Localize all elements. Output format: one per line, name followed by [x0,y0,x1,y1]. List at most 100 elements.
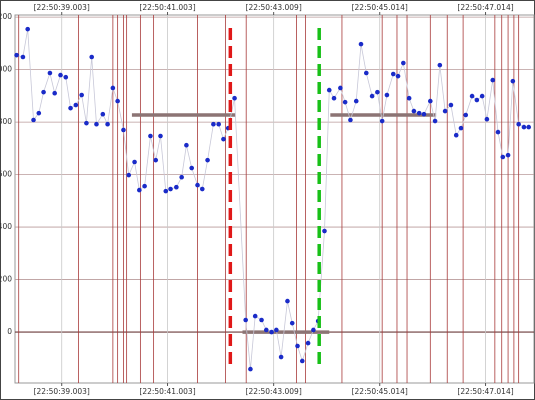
data-point [338,85,343,91]
data-point [490,77,496,83]
data-point [259,317,264,323]
data-point [174,184,179,190]
data-point [469,93,475,99]
data-point [189,165,195,171]
data-point [432,118,438,124]
data-point [322,228,327,234]
data-point [68,105,73,111]
data-point [516,121,521,127]
data-point [442,108,448,114]
data-point [278,354,284,360]
x-tick-label: [22:50:41.003] [139,387,195,396]
data-point [211,121,216,127]
data-point [342,99,348,105]
data-point [163,188,169,194]
y-tick-label: 600 [0,170,12,179]
data-point [437,62,443,68]
x-tick-label: [22:50:43.009] [246,387,302,396]
data-point [526,124,532,130]
data-point [458,125,464,131]
data-point [199,186,205,192]
data-point [305,340,311,346]
data-point [232,95,237,101]
data-point [495,129,501,135]
data-point [105,121,110,127]
data-point [285,298,290,304]
data-point [248,366,253,372]
data-point [79,92,84,98]
x-tick-label: [22:50:45.014] [352,387,408,396]
data-point [243,317,248,323]
data-point [63,74,69,80]
data-point [84,120,89,126]
data-point [326,87,332,93]
data-point [252,313,258,319]
y-tick-label: 1000 [0,65,12,74]
y-tick-label: 0 [7,327,12,336]
data-point [168,186,173,192]
data-point [474,97,480,103]
data-point [274,327,279,333]
data-point [132,159,137,165]
x-tick-label: [22:50:47.014] [457,387,513,396]
plot-area [14,14,535,384]
data-point [484,116,490,122]
data-point [263,327,269,333]
data-point [505,152,511,158]
data-point [126,172,132,178]
data-point [358,41,364,47]
data-point [52,90,57,96]
y-tick-label: 1200 [0,12,12,21]
data-point [14,52,19,58]
data-point [421,111,427,117]
data-point [110,85,116,91]
data-point [395,73,401,79]
data-point [401,60,406,66]
data-point [416,110,422,116]
data-point [41,89,46,95]
data-point [463,112,469,118]
data-point [269,329,274,335]
data-point [369,93,375,99]
data-point [47,70,53,76]
data-point [158,133,163,139]
data-point [153,157,159,163]
data-point [121,127,126,133]
x-tick-label: [22:50:39.003] [34,3,90,12]
data-point [428,98,433,104]
data-point [311,327,316,333]
data-point [331,95,337,101]
data-point [363,70,369,76]
data-point [184,142,189,148]
data-point [448,102,454,108]
data-point [379,118,385,124]
data-point [137,187,142,193]
data-point [375,89,380,95]
data-point [100,111,106,117]
x-tick-label: [22:50:47.014] [457,3,513,12]
data-point [205,157,210,163]
data-point [406,95,412,101]
data-point [221,136,226,142]
y-tick-label: 800 [0,117,12,126]
y-tick-label: 400 [0,222,12,231]
data-point [31,117,36,123]
data-point [58,72,63,78]
data-point [25,26,30,32]
data-point [115,98,120,104]
data-point [411,108,417,114]
data-point [348,117,353,123]
data-point [20,54,26,60]
data-point [179,174,184,180]
x-tick-label: [22:50:43.009] [246,3,302,12]
x-tick-label: [22:50:41.003] [139,3,195,12]
data-point [521,124,527,130]
data-point [142,183,147,189]
data-point [289,320,295,326]
data-point [299,358,305,364]
data-point [500,154,506,160]
x-tick-label: [22:50:45.014] [352,3,408,12]
y-tick-label: 200 [0,275,12,284]
